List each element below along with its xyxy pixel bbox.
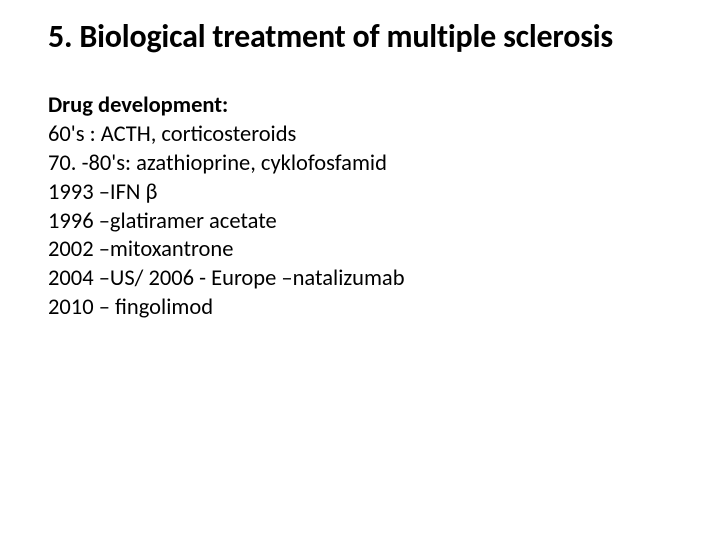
timeline-line: 2004 –US/ 2006 - Europe –natalizumab <box>48 265 680 294</box>
slide-body: Drug development: 60's : ACTH, corticost… <box>48 92 680 322</box>
subheading: Drug development: <box>48 92 680 121</box>
timeline-line: 70. -80's: azathioprine, cyklofosfamid <box>48 150 680 179</box>
timeline-line: 1996 –glatiramer acetate <box>48 208 680 237</box>
slide: 5. Biological treatment of multiple scle… <box>0 0 720 540</box>
timeline-line: 60's : ACTH, corticosteroids <box>48 121 680 150</box>
timeline-line: 2010 – fingolimod <box>48 294 680 323</box>
timeline-line: 2002 –mitoxantrone <box>48 236 680 265</box>
slide-title: 5. Biological treatment of multiple scle… <box>48 18 680 56</box>
timeline-line: 1993 –IFN β <box>48 179 680 208</box>
